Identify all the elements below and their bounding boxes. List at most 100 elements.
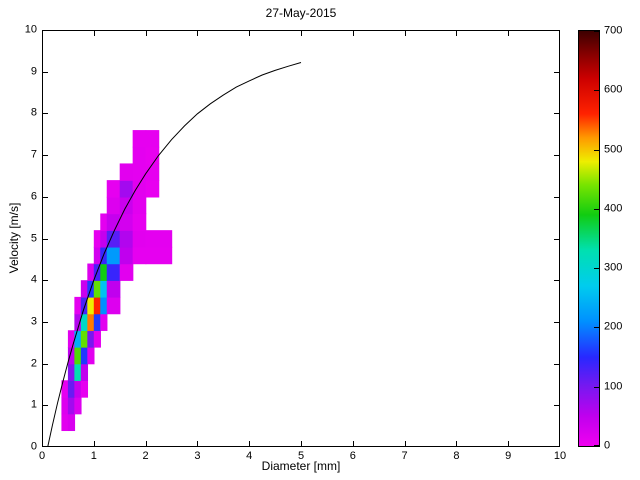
heatmap-cell bbox=[119, 163, 134, 181]
colorbar-tick-label: 700 bbox=[604, 24, 623, 37]
colorbar-tick-label: 400 bbox=[604, 202, 623, 215]
x-tick-label: 9 bbox=[505, 450, 512, 462]
heatmap-cell bbox=[87, 263, 95, 281]
y-tick-label: 7 bbox=[30, 148, 37, 161]
heatmap-cell bbox=[87, 296, 95, 315]
plot-area bbox=[42, 30, 560, 447]
heatmap-cell bbox=[145, 246, 173, 265]
y-tick-label: 8 bbox=[30, 106, 37, 119]
heatmap-cell bbox=[145, 180, 160, 198]
heatmap-cell bbox=[74, 380, 82, 398]
heatmap-cell bbox=[93, 230, 101, 248]
heatmap-cell bbox=[132, 163, 147, 181]
heatmap-cell bbox=[106, 296, 121, 315]
heatmap-cell bbox=[119, 246, 134, 265]
y-tick-label: 2 bbox=[30, 357, 37, 370]
heatmap-cell bbox=[87, 346, 95, 365]
heatmap-cell bbox=[106, 196, 121, 215]
heatmap-cell bbox=[145, 130, 160, 148]
heatmap-cell bbox=[67, 396, 76, 415]
heatmap-cell bbox=[80, 313, 89, 331]
y-tick-label: 10 bbox=[24, 23, 37, 36]
heatmap-cell bbox=[132, 130, 147, 148]
heatmap-cell bbox=[100, 313, 108, 331]
heatmap-cell bbox=[106, 263, 121, 281]
heatmap-cell bbox=[106, 180, 121, 198]
heatmap-cell bbox=[145, 230, 173, 248]
heatmap-cell bbox=[74, 346, 82, 365]
heatmap-cell bbox=[132, 230, 147, 248]
y-tick-label: 5 bbox=[30, 232, 37, 244]
colorbar-tick-label: 100 bbox=[604, 380, 623, 393]
colorbar bbox=[578, 30, 600, 447]
heatmap-cell bbox=[106, 246, 121, 265]
heatmap-cell bbox=[61, 413, 69, 432]
heatmap-cell bbox=[93, 313, 101, 331]
heatmap-cell bbox=[87, 313, 95, 331]
colorbar-tick-label: 200 bbox=[604, 320, 623, 333]
velocity-diameter-curve bbox=[47, 62, 302, 447]
heatmap-cell bbox=[67, 330, 76, 348]
heatmap-cell bbox=[132, 196, 147, 215]
x-axis-label: Diameter [mm] bbox=[261, 459, 341, 473]
x-tick-label: 1 bbox=[90, 450, 97, 462]
colorbar-tick-label: 0 bbox=[604, 439, 611, 452]
y-axis-label: Velocity [m/s] bbox=[7, 202, 21, 274]
heatmap-cell bbox=[74, 296, 82, 315]
heatmap-cell bbox=[100, 213, 108, 231]
heatmap-cell bbox=[93, 330, 101, 348]
heatmap-cell bbox=[80, 346, 89, 365]
heatmap-cell bbox=[119, 230, 134, 248]
heatmap-cell bbox=[145, 163, 160, 181]
heatmap-cell bbox=[145, 146, 160, 165]
heatmap-cell bbox=[106, 230, 121, 248]
y-tick-label: 1 bbox=[30, 398, 37, 411]
heatmap-cell bbox=[80, 296, 89, 315]
colorbar-tick-label: 600 bbox=[604, 83, 623, 96]
y-tick-label: 6 bbox=[30, 190, 37, 203]
heatmap-cell bbox=[132, 213, 147, 231]
heatmap-cell bbox=[67, 363, 76, 381]
colorbar-tick-label: 300 bbox=[604, 261, 623, 274]
heatmap-cell bbox=[106, 213, 121, 231]
heatmap-cell bbox=[93, 246, 101, 265]
heatmap-cell bbox=[100, 263, 108, 281]
heatmap-cell bbox=[67, 413, 76, 432]
y-tick-label: 9 bbox=[30, 65, 37, 78]
heatmap-cell bbox=[80, 280, 89, 298]
heatmap-cell bbox=[87, 330, 95, 348]
heatmap-cell bbox=[119, 263, 134, 281]
axes-box bbox=[42, 30, 560, 447]
y-tick-label: 0 bbox=[30, 440, 37, 453]
heatmap-cell bbox=[74, 313, 82, 331]
x-tick-label: 7 bbox=[401, 450, 408, 462]
heatmap-cell bbox=[61, 396, 69, 415]
chart-title: 27-May-2015 bbox=[265, 6, 337, 20]
heatmap-cell bbox=[132, 246, 147, 265]
heatmap-cell bbox=[67, 346, 76, 365]
heatmap-cell bbox=[80, 363, 89, 381]
heatmap-cell bbox=[106, 280, 121, 298]
x-tick-label: 10 bbox=[553, 450, 567, 462]
heatmap-cell bbox=[93, 280, 101, 298]
colorbar-ticks bbox=[594, 31, 599, 446]
x-tick-label: 0 bbox=[38, 450, 46, 462]
heatmap-cell bbox=[100, 230, 108, 248]
x-tick-label: 5 bbox=[297, 450, 305, 462]
x-tick-label: 4 bbox=[246, 450, 253, 462]
x-tick-label: 3 bbox=[194, 450, 201, 462]
heatmap-cell bbox=[119, 180, 134, 198]
heatmap-cell bbox=[100, 296, 108, 315]
heatmap-cell bbox=[67, 380, 76, 398]
x-tick-label: 2 bbox=[142, 450, 149, 462]
heatmap-cell bbox=[74, 396, 82, 415]
heatmap-cell bbox=[74, 330, 82, 348]
x-tick-label: 6 bbox=[349, 450, 356, 462]
colorbar-tick-label: 500 bbox=[604, 143, 623, 156]
heatmap-cell bbox=[93, 296, 101, 315]
heatmap-cell bbox=[61, 380, 69, 398]
x-tick-label: 8 bbox=[453, 450, 460, 462]
y-tick-label: 4 bbox=[30, 273, 37, 286]
heatmap-cell bbox=[100, 280, 108, 298]
